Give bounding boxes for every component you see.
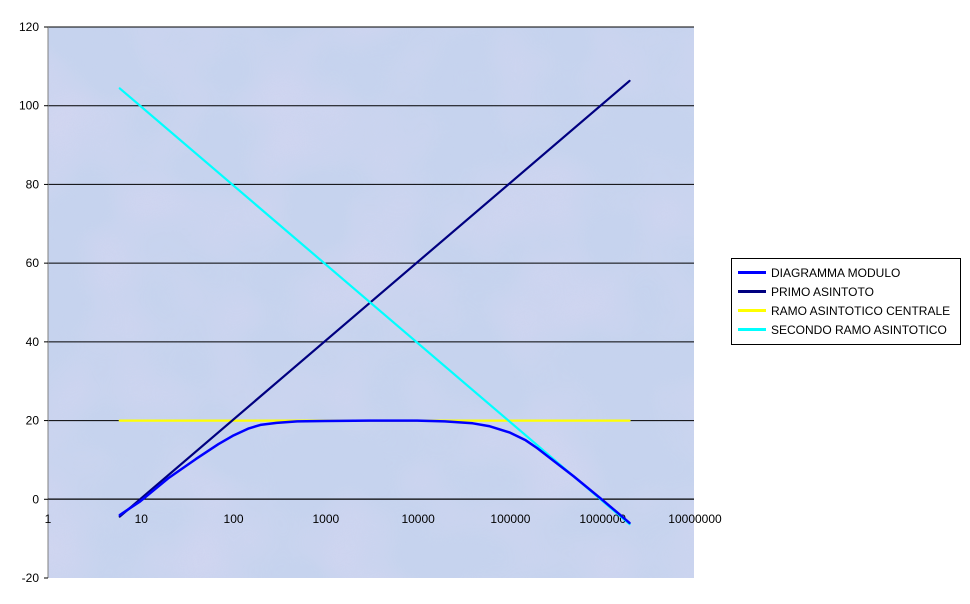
y-tick-label: 120 bbox=[19, 20, 39, 34]
series-lines bbox=[118, 79, 631, 526]
x-tick-label: 100 bbox=[224, 512, 244, 526]
series-line-diagramma-modulo bbox=[118, 419, 631, 525]
legend-swatch bbox=[738, 290, 766, 293]
y-tick-label: -20 bbox=[22, 571, 40, 585]
y-axis-tick-labels: -20 0 20 40 60 80 100 120 bbox=[19, 20, 39, 585]
x-tick-label: 100000 bbox=[490, 512, 530, 526]
legend-item-ramo-asintotico-centrale: RAMO ASINTOTICO CENTRALE bbox=[738, 301, 954, 320]
legend-label: DIAGRAMMA MODULO bbox=[771, 265, 901, 280]
x-tick-label: 10000000 bbox=[668, 512, 722, 526]
series-line-secondo-ramo-asintotico bbox=[118, 87, 631, 526]
legend-item-secondo-ramo-asintotico: SECONDO RAMO ASINTOTICO bbox=[738, 320, 954, 339]
legend-label: RAMO ASINTOTICO CENTRALE bbox=[771, 303, 951, 318]
y-tick-label: 40 bbox=[26, 335, 40, 349]
legend-swatch bbox=[738, 271, 766, 274]
legend-label: PRIMO ASINTOTO bbox=[771, 284, 874, 299]
y-tick-label: 20 bbox=[26, 414, 40, 428]
axes bbox=[44, 26, 694, 579]
x-tick-label: 10000 bbox=[401, 512, 435, 526]
x-axis-tick-labels: 1 10 100 1000 10000 100000 1000000 10000000 bbox=[45, 512, 722, 526]
y-tick-label: 0 bbox=[32, 492, 39, 506]
x-tick-label: 1 bbox=[45, 512, 52, 526]
y-tick-label: 60 bbox=[26, 256, 40, 270]
legend-item-diagramma-modulo: DIAGRAMMA MODULO bbox=[738, 263, 954, 282]
x-tick-label: 1000000 bbox=[579, 512, 626, 526]
legend-swatch bbox=[738, 309, 766, 312]
legend-label: SECONDO RAMO ASINTOTICO bbox=[771, 322, 947, 337]
y-tick-label: 100 bbox=[19, 99, 39, 113]
series-line-primo-asintoto bbox=[118, 79, 631, 518]
legend-item-primo-asintoto: PRIMO ASINTOTO bbox=[738, 282, 954, 301]
x-tick-label: 10 bbox=[135, 512, 149, 526]
x-tick-label: 1000 bbox=[313, 512, 340, 526]
y-tick-label: 80 bbox=[26, 177, 40, 191]
legend-swatch bbox=[738, 328, 766, 331]
legend: DIAGRAMMA MODULO PRIMO ASINTOTO RAMO ASI… bbox=[731, 258, 961, 345]
